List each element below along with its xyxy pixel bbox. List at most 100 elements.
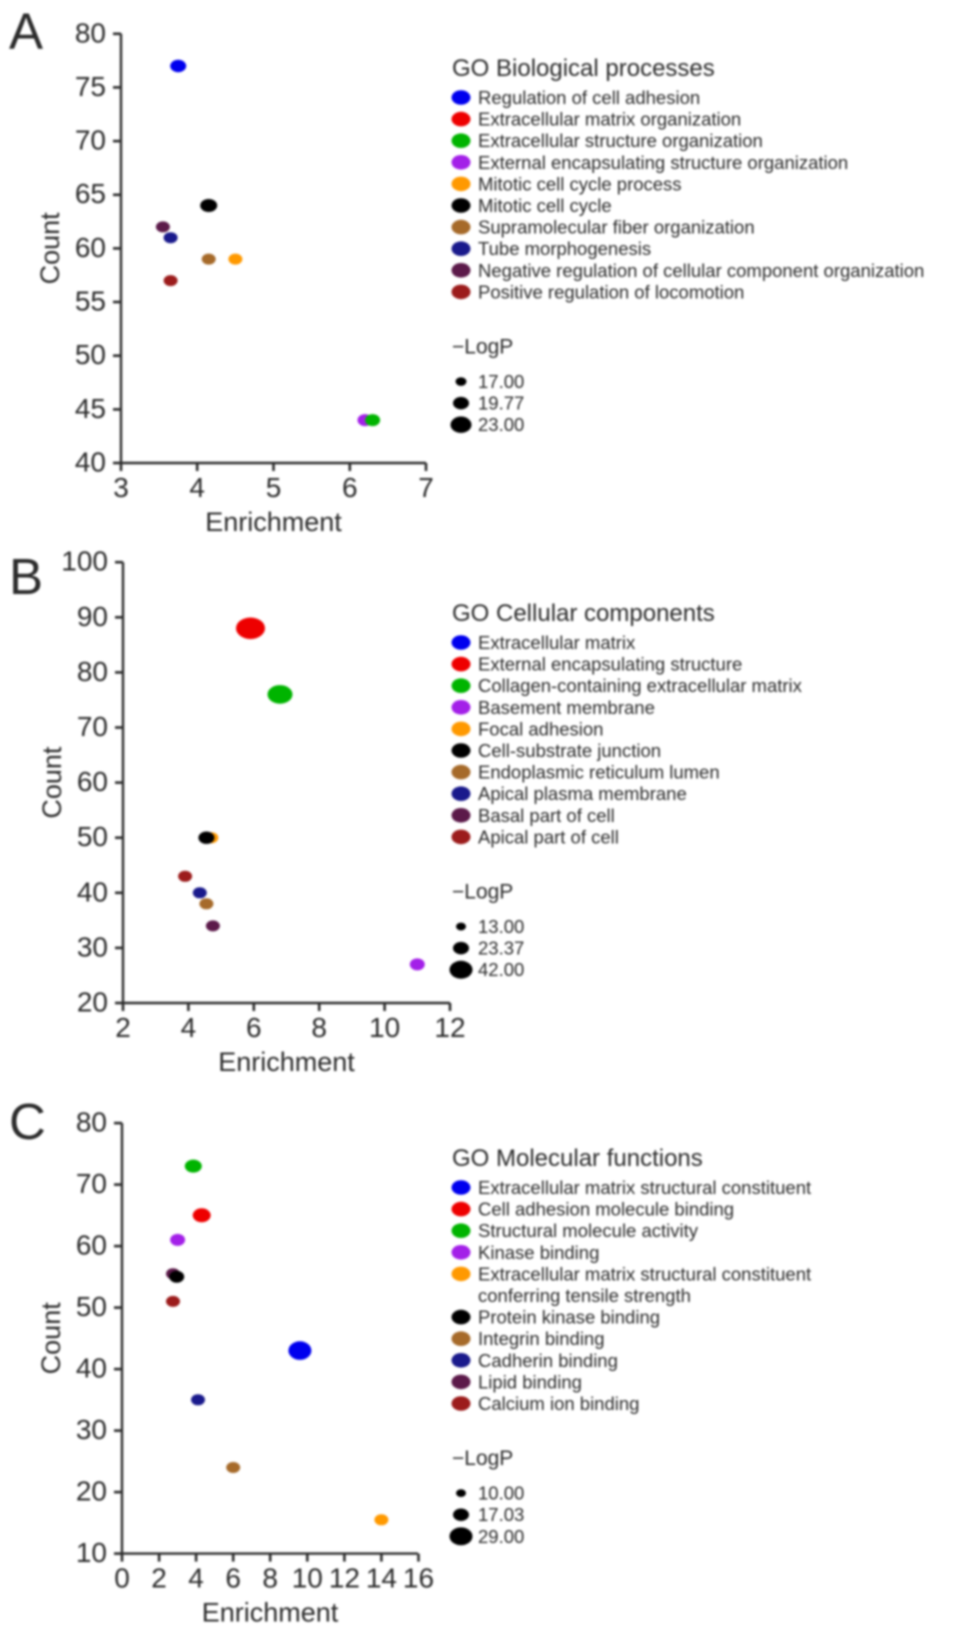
svg-text:Basement membrane: Basement membrane [478, 697, 655, 718]
svg-text:6: 6 [225, 1563, 241, 1594]
svg-text:Protein kinase binding: Protein kinase binding [478, 1307, 660, 1328]
svg-text:70: 70 [77, 711, 108, 742]
svg-text:Positive regulation of locomot: Positive regulation of locomotion [478, 281, 744, 302]
svg-text:Regulation of cell adhesion: Regulation of cell adhesion [478, 87, 700, 108]
svg-text:Extracellular matrix structura: Extracellular matrix structural constitu… [478, 1263, 811, 1284]
svg-text:Extracellular matrix organizat: Extracellular matrix organization [478, 109, 741, 130]
svg-text:23.00: 23.00 [478, 414, 524, 435]
svg-text:Cell-substrate junction: Cell-substrate junction [478, 740, 661, 761]
svg-text:Count: Count [35, 212, 65, 285]
svg-text:2: 2 [151, 1563, 167, 1594]
svg-text:Collagen-containing extracellu: Collagen-containing extracellular matrix [478, 675, 803, 696]
svg-text:Calcium ion binding: Calcium ion binding [478, 1393, 639, 1414]
svg-text:60: 60 [75, 232, 106, 263]
svg-text:23.37: 23.37 [478, 938, 524, 959]
svg-text:40: 40 [76, 1353, 107, 1384]
svg-text:12: 12 [434, 1012, 465, 1043]
svg-text:Count: Count [36, 1302, 66, 1375]
svg-text:70: 70 [75, 125, 106, 156]
svg-text:40: 40 [75, 447, 106, 478]
svg-text:−LogP: −LogP [452, 335, 513, 358]
svg-text:80: 80 [76, 1107, 107, 1138]
svg-text:Integrin binding: Integrin binding [478, 1328, 605, 1349]
svg-text:External encapsulating structu: External encapsulating structure organiz… [478, 152, 848, 173]
svg-text:Supramolecular fiber organizat: Supramolecular fiber organization [478, 217, 755, 238]
svg-text:Endoplasmic reticulum lumen: Endoplasmic reticulum lumen [478, 762, 720, 783]
svg-text:50: 50 [77, 821, 108, 852]
svg-text:Lipid binding: Lipid binding [478, 1371, 582, 1392]
svg-text:60: 60 [77, 766, 108, 797]
svg-text:65: 65 [75, 178, 106, 209]
svg-text:6: 6 [246, 1012, 262, 1043]
svg-text:75: 75 [75, 71, 106, 102]
svg-text:Negative regulation of cellula: Negative regulation of cellular componen… [478, 260, 924, 281]
svg-text:70: 70 [76, 1168, 107, 1199]
svg-text:Tube morphogenesis: Tube morphogenesis [478, 238, 651, 259]
svg-text:100: 100 [61, 546, 108, 577]
svg-text:Apical part of cell: Apical part of cell [478, 826, 619, 847]
svg-text:4: 4 [189, 472, 205, 503]
svg-text:External encapsulating structu: External encapsulating structure [478, 654, 742, 675]
svg-text:Cadherin binding: Cadherin binding [478, 1350, 618, 1371]
svg-text:80: 80 [75, 17, 106, 48]
svg-text:45: 45 [75, 393, 106, 424]
svg-text:17.03: 17.03 [478, 1504, 524, 1525]
svg-text:90: 90 [77, 601, 108, 632]
svg-text:42.00: 42.00 [478, 959, 524, 980]
svg-text:Enrichment: Enrichment [202, 1598, 339, 1628]
svg-text:C: C [9, 1093, 46, 1150]
svg-text:14: 14 [366, 1563, 397, 1594]
svg-text:GO Biological processes: GO Biological processes [452, 55, 715, 82]
svg-text:GO Cellular components: GO Cellular components [452, 600, 715, 627]
svg-text:4: 4 [181, 1012, 197, 1043]
svg-text:50: 50 [75, 339, 106, 370]
svg-text:80: 80 [77, 656, 108, 687]
svg-text:8: 8 [262, 1563, 278, 1594]
svg-text:29.00: 29.00 [478, 1526, 524, 1547]
svg-text:Enrichment: Enrichment [218, 1047, 355, 1077]
svg-text:B: B [9, 548, 43, 605]
svg-text:Structural molecule activity: Structural molecule activity [478, 1220, 699, 1241]
svg-text:16: 16 [403, 1563, 434, 1594]
svg-text:−LogP: −LogP [452, 1447, 513, 1470]
svg-text:−LogP: −LogP [452, 880, 513, 903]
svg-text:60: 60 [76, 1230, 107, 1261]
svg-text:17.00: 17.00 [478, 371, 524, 392]
svg-text:2: 2 [115, 1012, 131, 1043]
svg-text:A: A [9, 3, 43, 60]
svg-text:GO Molecular functions: GO Molecular functions [452, 1145, 703, 1172]
svg-text:7: 7 [418, 472, 434, 503]
svg-text:10: 10 [292, 1563, 323, 1594]
svg-text:Mitotic cell cycle: Mitotic cell cycle [478, 195, 612, 216]
svg-text:Count: Count [37, 746, 67, 819]
svg-text:4: 4 [188, 1563, 204, 1594]
svg-text:30: 30 [77, 931, 108, 962]
svg-text:5: 5 [266, 472, 282, 503]
svg-text:12: 12 [329, 1563, 360, 1594]
svg-text:Apical plasma membrane: Apical plasma membrane [478, 783, 687, 804]
svg-text:Enrichment: Enrichment [205, 507, 342, 537]
svg-text:Cell adhesion molecule binding: Cell adhesion molecule binding [478, 1199, 734, 1220]
svg-text:10: 10 [369, 1012, 400, 1043]
svg-text:Extracellular structure organi: Extracellular structure organization [478, 130, 763, 151]
svg-text:8: 8 [311, 1012, 327, 1043]
svg-text:conferring tensile strength: conferring tensile strength [478, 1285, 691, 1306]
svg-text:Focal adhesion: Focal adhesion [478, 718, 603, 739]
svg-text:Extracellular matrix structura: Extracellular matrix structural constitu… [478, 1177, 811, 1198]
svg-text:20: 20 [77, 987, 108, 1018]
svg-text:Basal part of cell: Basal part of cell [478, 805, 615, 826]
svg-text:55: 55 [75, 286, 106, 317]
svg-text:40: 40 [77, 876, 108, 907]
svg-text:Extracellular matrix: Extracellular matrix [478, 632, 636, 653]
svg-text:19.77: 19.77 [478, 393, 524, 414]
svg-text:Kinase binding: Kinase binding [478, 1242, 599, 1263]
svg-text:10: 10 [76, 1537, 107, 1568]
svg-text:50: 50 [76, 1291, 107, 1322]
svg-text:13.00: 13.00 [478, 916, 524, 937]
svg-text:10.00: 10.00 [478, 1483, 524, 1504]
svg-text:30: 30 [76, 1414, 107, 1445]
svg-text:3: 3 [113, 472, 129, 503]
svg-text:0: 0 [114, 1563, 130, 1594]
svg-text:20: 20 [76, 1476, 107, 1507]
svg-text:6: 6 [342, 472, 358, 503]
